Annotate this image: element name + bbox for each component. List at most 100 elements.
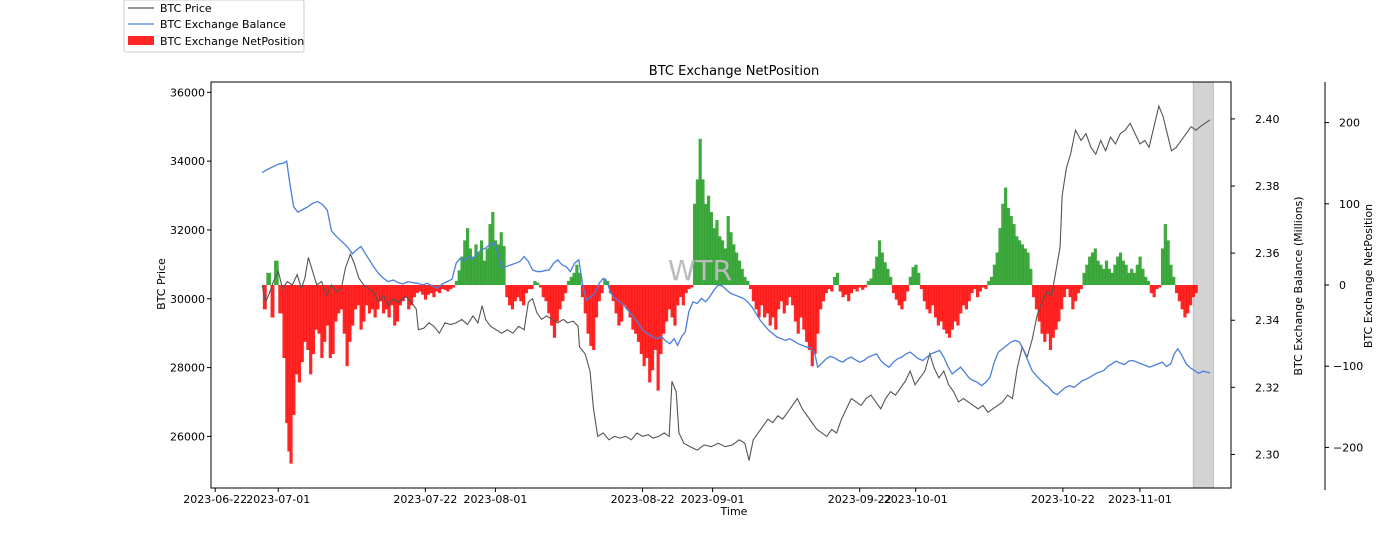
netposition-bar (830, 285, 834, 292)
netposition-bar (897, 285, 901, 306)
netposition-bar (423, 285, 428, 300)
netposition-bar (426, 285, 430, 295)
netposition-bar (1158, 285, 1162, 288)
netposition-bar (608, 285, 613, 294)
netposition-bar (704, 203, 708, 285)
netposition-bar (339, 285, 344, 310)
netposition-bar (370, 285, 374, 310)
netposition-bar (404, 285, 408, 298)
legend: BTC Price BTC Exchange Balance BTC Excha… (123, 0, 305, 53)
netposition-bar (1065, 285, 1069, 290)
netposition-bar (516, 285, 520, 298)
netposition-bar (816, 285, 820, 334)
netposition-bar (900, 285, 904, 310)
netposition-bar (586, 285, 590, 334)
balance-tick-label: 2.32 (1255, 381, 1280, 394)
netposition-bar (292, 285, 296, 415)
x-tick-label: 2023-09-01 (681, 493, 745, 506)
netposition-bar (1093, 248, 1097, 285)
price-tick-label: 28000 (170, 362, 205, 375)
netposition-bar (575, 264, 579, 285)
netposition-tick-label: −100 (1333, 360, 1363, 373)
netposition-bar (440, 285, 444, 290)
netposition-bar (522, 285, 526, 306)
netposition-bar (877, 240, 882, 285)
netposition-bar (894, 285, 898, 300)
netposition-bar (821, 285, 826, 302)
netposition-bar (505, 285, 509, 298)
netposition-bar (662, 285, 666, 334)
netposition-bar (1018, 240, 1022, 285)
netposition-bar (603, 278, 607, 285)
netposition-bar (1180, 285, 1184, 310)
netposition-bar (270, 285, 275, 318)
netposition-bar (1062, 285, 1067, 298)
netposition-bar (645, 285, 649, 359)
netposition-bar (524, 285, 529, 294)
x-tick-label: 2023-11-01 (1108, 493, 1172, 506)
legend-label-balance: BTC Exchange Balance (160, 18, 286, 31)
netposition-bar (987, 280, 991, 285)
netposition-bar (945, 285, 949, 334)
netposition-bar (1074, 285, 1078, 302)
netposition-bar (278, 285, 283, 314)
netposition-bar (998, 228, 1002, 285)
netposition-bar (1054, 285, 1058, 330)
netposition-bar (287, 285, 290, 452)
netposition-bar (564, 285, 568, 294)
netposition-bar (634, 285, 638, 334)
netposition-bar (334, 285, 338, 322)
netposition-bar (698, 138, 702, 285)
netposition-bar (536, 282, 540, 285)
netposition-bar (976, 285, 980, 298)
netposition-bar (1127, 272, 1131, 285)
netposition-bar (914, 264, 918, 285)
netposition-bar (771, 285, 775, 318)
netposition-bar (1110, 272, 1114, 285)
netposition-bar (692, 203, 697, 285)
netposition-bar (1183, 285, 1187, 318)
netposition-bar (592, 285, 596, 350)
netposition-bar (653, 285, 657, 350)
netposition-bar (594, 285, 599, 318)
netposition-bar (1118, 252, 1123, 285)
netposition-bar (847, 285, 851, 302)
netposition-bar (1006, 207, 1011, 285)
netposition-bar (1160, 248, 1165, 285)
netposition-bar (533, 280, 537, 285)
balance-line (261, 160, 1211, 396)
balance-tick-label: 2.36 (1255, 247, 1280, 260)
netposition-bar (1082, 272, 1086, 285)
netposition-bar (1057, 285, 1061, 322)
netposition-bar (636, 285, 641, 342)
netposition-bar (1116, 256, 1120, 285)
netposition-bar (494, 240, 498, 285)
netposition-bar (482, 260, 487, 285)
netposition-bar (967, 285, 971, 302)
netposition-bar (959, 285, 963, 314)
netposition-bar (1090, 252, 1095, 285)
netposition-bar (642, 285, 646, 367)
netposition-bar (1001, 203, 1005, 285)
netposition-bar (463, 240, 467, 285)
netposition-bar (667, 285, 671, 310)
netposition-bar (1088, 256, 1092, 285)
netposition-bar (365, 285, 369, 306)
netposition-bar (356, 285, 360, 306)
netposition-bar (628, 285, 632, 318)
netposition-bar (1048, 285, 1053, 350)
netposition-bar (1141, 268, 1145, 285)
netposition-bar (323, 285, 327, 342)
netposition-bar (325, 285, 330, 326)
netposition-bar (1132, 272, 1137, 285)
netposition-bar (737, 260, 742, 285)
netposition-bar (670, 285, 674, 318)
netposition-bar (485, 248, 489, 285)
netposition-bar (785, 285, 789, 306)
netposition-bar (491, 211, 495, 285)
netposition-bar (905, 285, 910, 292)
netposition-bar (765, 285, 770, 314)
netposition-bar (690, 285, 694, 288)
netposition-bar (496, 244, 501, 285)
